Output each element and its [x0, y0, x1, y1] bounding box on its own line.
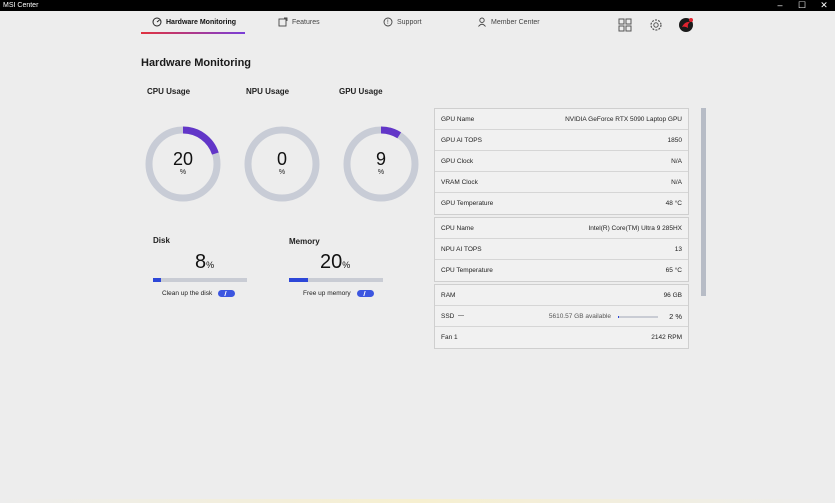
info-row-gpu-temperature: GPU Temperature 48 °C: [441, 200, 682, 207]
memory-usage-value: 20%: [320, 251, 351, 273]
npu-usage-unit: %: [278, 169, 286, 176]
disk-usage-fill: [153, 278, 161, 282]
tab-label: Support: [397, 19, 422, 26]
ssd-percent: 2 %: [669, 312, 682, 321]
gpu-info-group: GPU Name NVIDIA GeForce RTX 5090 Laptop G…: [434, 108, 689, 215]
close-button[interactable]: ✕: [820, 0, 828, 10]
disk-usage-bar: [153, 278, 247, 282]
info-panel-scrollbar[interactable]: [701, 108, 706, 296]
gpu-usage-unit: %: [377, 169, 385, 176]
svg-text:!: !: [387, 19, 389, 26]
info-row-cpu-temperature: CPU Temperature 65 °C: [441, 267, 682, 274]
page-title: Hardware Monitoring: [141, 57, 252, 69]
gauge-icon: [152, 17, 162, 27]
minimize-button[interactable]: –: [777, 0, 783, 10]
active-tab-indicator: [141, 32, 245, 34]
grid-icon[interactable]: [617, 17, 633, 33]
info-row-ram: RAM 96 GB: [435, 285, 688, 306]
npu-usage-value: 0: [276, 149, 287, 169]
tab-label: Features: [292, 19, 320, 26]
support-icon: !: [383, 17, 393, 27]
bottom-edge: [0, 499, 835, 503]
info-row-gpu-clock: GPU Clock N/A: [435, 151, 688, 172]
gpu-usage-label: GPU Usage: [339, 87, 383, 96]
gpu-usage-value: 9: [375, 149, 386, 169]
tab-support[interactable]: ! Support: [383, 17, 422, 35]
info-row-vram-clock: VRAM Clock N/A: [435, 172, 688, 193]
person-icon: [478, 17, 486, 27]
clean-up-disk-button[interactable]: [218, 290, 236, 297]
cpu-usage-label: CPU Usage: [147, 87, 191, 96]
free-up-memory-label: Free up memory: [303, 290, 351, 297]
cpu-usage-unit: %: [179, 169, 187, 176]
tab-member-center[interactable]: Member Center: [477, 17, 540, 35]
disk-usage-value: 8%: [195, 251, 215, 273]
features-icon: [278, 17, 288, 27]
info-row-gpu-name: GPU Name NVIDIA GeForce RTX 5090 Laptop G…: [435, 109, 688, 130]
maximize-button[interactable]: ☐: [797, 0, 807, 10]
ssd-usage-fill: [618, 316, 620, 318]
hardware-info-panel[interactable]: GPU Name NVIDIA GeForce RTX 5090 Laptop G…: [434, 108, 689, 354]
info-row-gpu-ai-tops: GPU AI TOPS 1850: [435, 130, 688, 151]
memory-label: Memory: [289, 237, 320, 246]
memory-usage-fill: [289, 278, 308, 282]
npu-usage-label: NPU Usage: [246, 87, 290, 96]
cpu-usage-value: 20: [172, 149, 194, 169]
msi-dragon-avatar-icon[interactable]: [678, 17, 694, 33]
storage-info-group: RAM 96 GB SSD 5610.57 GB available 2 % Fa…: [434, 284, 689, 349]
gpu-usage-gauge: 9 %: [342, 125, 420, 203]
tab-hardware-monitoring[interactable]: Hardware Monitoring: [152, 17, 236, 35]
disk-label: Disk: [153, 236, 170, 245]
info-row-ssd: SSD 5610.57 GB available 2 %: [435, 306, 688, 327]
info-row-fan-1: Fan 1 2142 RPM: [441, 334, 682, 341]
memory-usage-bar: [289, 278, 383, 282]
tab-label: Member Center: [491, 19, 540, 26]
ssd-dash-icon: [458, 315, 464, 316]
info-row-cpu-name: CPU Name Intel(R) Core(TM) Ultra 9 285HX: [435, 218, 688, 239]
free-up-memory-button[interactable]: [356, 290, 374, 297]
ssd-available: 5610.57 GB available: [548, 313, 611, 320]
npu-usage-gauge: 0 %: [243, 125, 321, 203]
cpu-info-group: CPU Name Intel(R) Core(TM) Ultra 9 285HX …: [434, 217, 689, 282]
cpu-usage-gauge: 20 %: [144, 125, 222, 203]
gear-icon[interactable]: [648, 17, 664, 33]
clean-up-disk-action[interactable]: Clean up the disk: [162, 290, 236, 297]
tab-features[interactable]: Features: [278, 17, 320, 35]
ssd-usage-bar: [618, 316, 658, 318]
top-navigation: Hardware Monitoring Features ! Support M…: [0, 11, 835, 36]
window-titlebar: MSI Center – ☐ ✕: [0, 0, 835, 11]
clean-up-disk-label: Clean up the disk: [162, 290, 213, 297]
tab-label: Hardware Monitoring: [166, 19, 237, 26]
info-row-npu-ai-tops: NPU AI TOPS 13: [435, 239, 688, 260]
free-up-memory-action[interactable]: Free up memory: [303, 290, 374, 297]
app-title: MSI Center: [3, 2, 39, 9]
